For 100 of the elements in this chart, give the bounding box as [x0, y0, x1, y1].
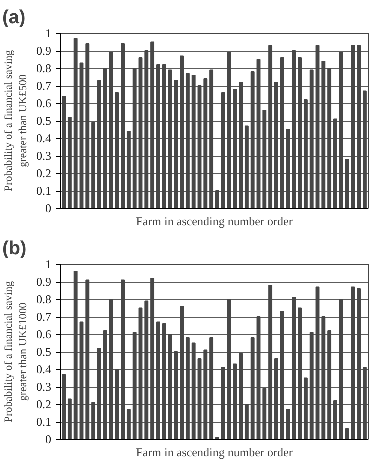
bar: [239, 353, 244, 440]
bar: [186, 73, 190, 208]
bar: [262, 388, 267, 440]
y-tick-label: 0.6: [36, 328, 52, 342]
bar: [126, 131, 131, 208]
bar: [292, 297, 296, 440]
y-tick-label: 0.5: [36, 114, 52, 128]
bar: [250, 72, 255, 208]
bar: [250, 338, 255, 440]
bar: [115, 369, 120, 440]
bar: [74, 271, 78, 440]
bar: [274, 82, 278, 208]
bar: [92, 402, 96, 440]
bar: [162, 64, 166, 208]
bar: [150, 42, 155, 208]
bar: [233, 364, 238, 440]
bar: [280, 58, 284, 208]
bar: [351, 286, 356, 440]
bar: [126, 409, 131, 440]
bar: [115, 92, 120, 208]
bar: [186, 338, 190, 440]
y-axis-title: Probability of a financial saving greater than UK£1000: [3, 280, 30, 423]
y-tick-label: 0: [46, 202, 52, 216]
y-tick-label: 0.1: [36, 415, 52, 429]
bar: [357, 45, 362, 208]
x-axis-title: Farm in ascending number order: [136, 214, 293, 228]
bar: [150, 278, 155, 440]
bar: [244, 404, 249, 440]
bar: [274, 358, 278, 440]
bar: [192, 75, 196, 208]
y-tick-label: 0.4: [36, 362, 52, 376]
bar: [357, 288, 362, 440]
bar: [162, 324, 166, 440]
y-tick-label: 0.2: [36, 398, 52, 412]
bar: [239, 82, 244, 208]
bar: [351, 45, 356, 208]
y-tick-label: 0.6: [36, 96, 52, 110]
y-tick-label: 0.3: [36, 149, 52, 163]
bar: [280, 311, 284, 440]
bar: [339, 299, 344, 440]
bar: [304, 100, 308, 208]
bar: [310, 332, 314, 440]
bar: [298, 58, 302, 208]
bar: [132, 68, 137, 208]
bar: [339, 52, 344, 208]
y-tick-label: 0.9: [36, 44, 52, 58]
bar: [92, 122, 96, 208]
bar: [62, 374, 66, 440]
y-tick-label: 1: [46, 258, 52, 272]
bar: [210, 338, 214, 440]
bar: [333, 118, 338, 208]
bar: [180, 56, 184, 208]
bar: [156, 322, 160, 440]
bar: [221, 92, 226, 208]
y-tick-label: 0.7: [36, 79, 52, 93]
bar: [304, 378, 308, 440]
bar: [333, 400, 338, 440]
bar: [210, 70, 214, 208]
bar: [192, 342, 196, 440]
bar: [68, 117, 72, 208]
y-tick-label: 0.2: [36, 166, 52, 180]
bar: [156, 64, 160, 208]
bar: [144, 300, 149, 440]
bar: [298, 308, 302, 440]
bar: [132, 332, 137, 440]
bar: [233, 89, 238, 208]
bar: [103, 330, 108, 440]
y-tick-label: 1: [46, 26, 52, 40]
bar: [310, 70, 314, 208]
y-axis-title: Probability of a financial saving greater than UK£500: [3, 50, 30, 192]
chart-title: (b): [2, 238, 27, 260]
y-tick-label: 0.5: [36, 345, 52, 359]
bar: [68, 398, 72, 440]
y-tick-label: 0.4: [36, 132, 52, 146]
bar: [204, 78, 208, 208]
bar: [86, 280, 90, 440]
bar: [121, 280, 126, 440]
bar: [180, 306, 184, 440]
bar: [74, 38, 78, 208]
bar: [215, 190, 220, 208]
bar: [174, 80, 178, 208]
bar: [268, 45, 273, 208]
x-axis-title: Farm in ascending number order: [136, 446, 293, 460]
bar: [262, 110, 267, 208]
bar: [121, 44, 126, 208]
y-tick-label: 0.3: [36, 380, 52, 394]
bar: [204, 350, 208, 440]
y-tick-label: 0.8: [36, 62, 52, 76]
bar: [244, 126, 249, 208]
y-tick-label: 0.1: [36, 184, 52, 198]
y-tick-label: 0.9: [36, 275, 52, 289]
bar: [103, 68, 108, 208]
y-tick-label: 0.7: [36, 310, 52, 324]
bar: [86, 44, 90, 208]
bar: [292, 50, 296, 208]
bar: [328, 68, 332, 208]
bar: [328, 330, 332, 440]
y-tick-label: 0: [46, 432, 52, 446]
bar: [97, 80, 102, 208]
bar: [322, 61, 326, 208]
